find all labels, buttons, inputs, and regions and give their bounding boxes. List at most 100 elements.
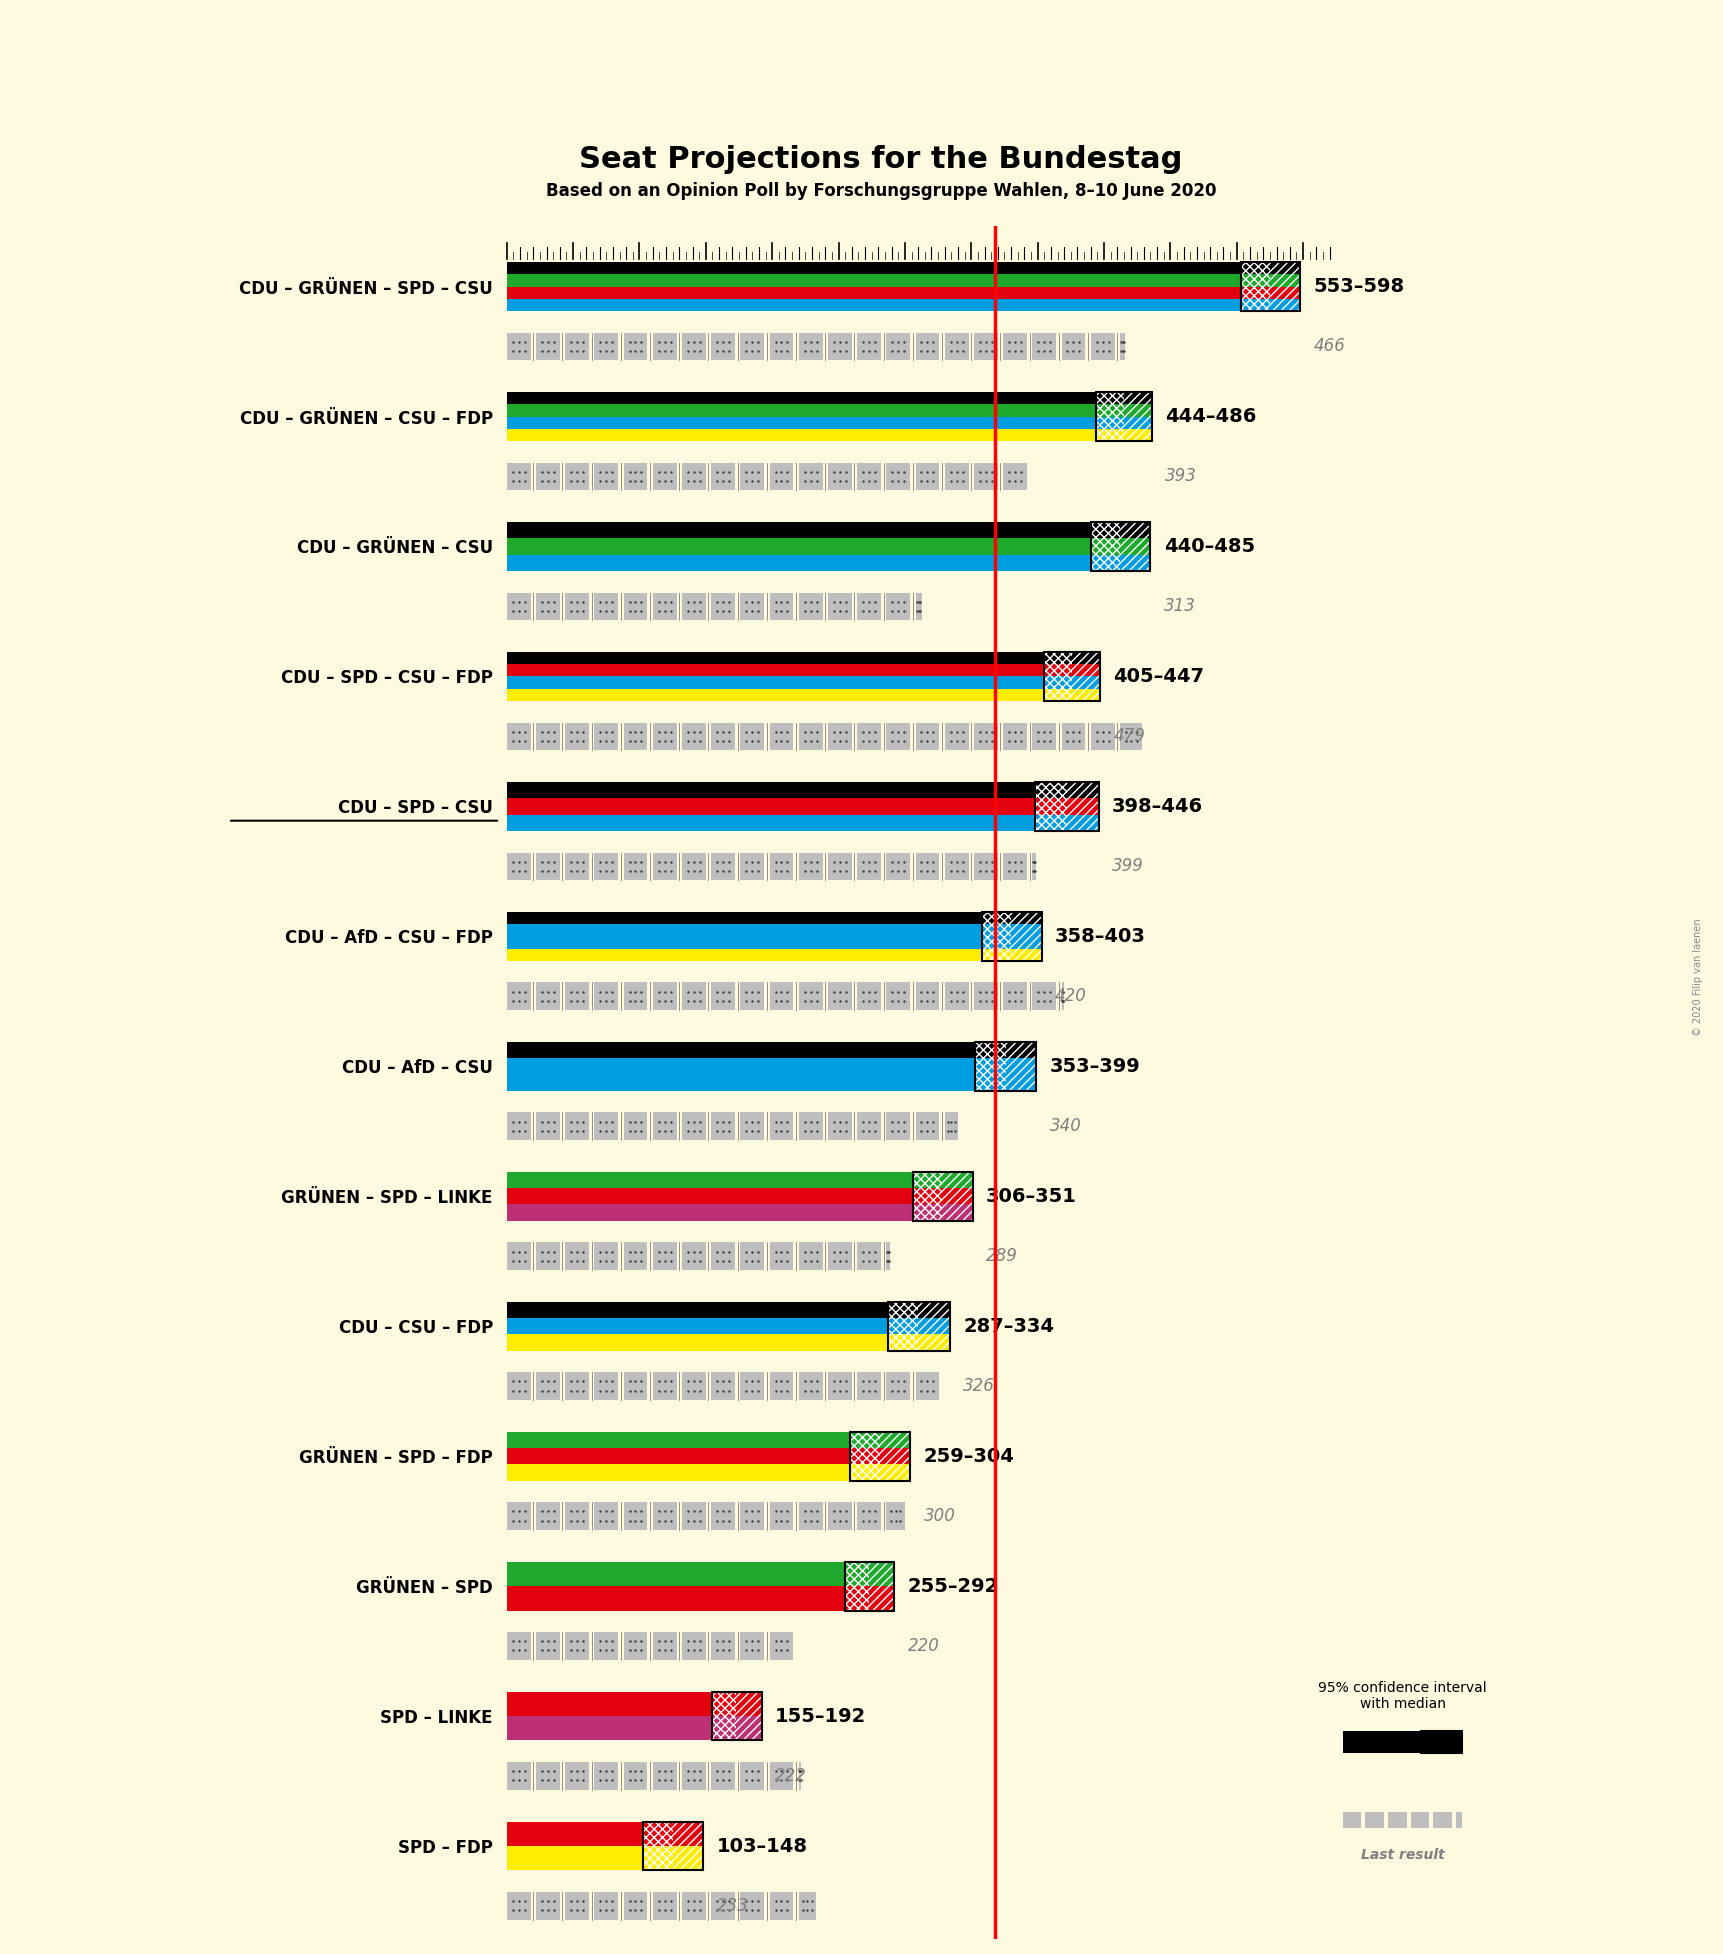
Bar (822, 1243, 827, 1270)
Bar (798, 1243, 822, 1270)
Bar (682, 852, 705, 879)
Bar (739, 1243, 763, 1270)
Bar (918, 1335, 949, 1350)
Bar (763, 983, 768, 1010)
Bar (880, 983, 886, 1010)
Bar (507, 428, 1123, 442)
Bar (648, 1112, 653, 1139)
Bar (886, 1112, 910, 1139)
Bar (734, 723, 739, 750)
Bar (648, 1503, 653, 1530)
Bar (653, 1243, 675, 1270)
Bar (560, 1243, 565, 1270)
Bar (763, 1112, 768, 1139)
Bar (705, 1632, 710, 1659)
Bar (624, 1503, 648, 1530)
Bar (827, 983, 851, 1010)
Bar (1072, 664, 1099, 676)
Bar (710, 1632, 734, 1659)
Bar (910, 332, 915, 360)
Bar (1096, 404, 1123, 416)
Bar (619, 1891, 624, 1919)
Bar (1056, 723, 1061, 750)
Bar (675, 1372, 682, 1399)
Bar (944, 852, 968, 879)
Bar (507, 1172, 941, 1188)
Bar (1420, 1731, 1461, 1753)
Bar (565, 592, 589, 619)
Bar (1067, 815, 1098, 830)
Bar (643, 1847, 672, 1870)
Bar (675, 1243, 682, 1270)
Bar (536, 723, 560, 750)
Bar (768, 852, 793, 879)
Bar (768, 1503, 793, 1530)
Bar (565, 1503, 589, 1530)
Bar (672, 1847, 703, 1870)
Bar (768, 723, 793, 750)
Bar (822, 852, 827, 879)
Bar (793, 463, 798, 490)
Bar (589, 1891, 594, 1919)
Bar (1096, 416, 1123, 428)
Bar (507, 1372, 531, 1399)
Bar (982, 913, 1010, 924)
Bar (507, 1464, 879, 1481)
Bar (887, 1319, 918, 1335)
Bar (768, 1112, 793, 1139)
Bar (822, 1503, 827, 1530)
Text: 233: 233 (717, 1897, 748, 1915)
Bar (822, 1112, 827, 1139)
Bar (653, 1372, 675, 1399)
Bar (560, 1632, 565, 1659)
Bar (507, 393, 1123, 404)
Bar (886, 723, 910, 750)
Bar (507, 1716, 736, 1741)
Bar (594, 1503, 619, 1530)
Bar (739, 1112, 763, 1139)
Bar (507, 416, 1123, 428)
Bar (941, 1172, 972, 1188)
Bar (851, 592, 856, 619)
Bar (939, 1112, 944, 1139)
Bar (705, 723, 710, 750)
Bar (1061, 983, 1063, 1010)
Bar (705, 1763, 710, 1790)
Bar (507, 676, 1072, 688)
Text: 340: 340 (1049, 1118, 1080, 1135)
Bar (648, 332, 653, 360)
Bar (856, 852, 880, 879)
Text: 440–485: 440–485 (1163, 537, 1254, 557)
Bar (1044, 688, 1072, 701)
Bar (998, 332, 1003, 360)
Bar (849, 1448, 879, 1464)
Bar (507, 555, 1120, 571)
Bar (1091, 539, 1120, 555)
Bar (682, 592, 705, 619)
Bar (594, 723, 619, 750)
Bar (1120, 539, 1149, 555)
Bar (793, 1372, 798, 1399)
Bar (827, 592, 851, 619)
Text: 287–334: 287–334 (963, 1317, 1054, 1337)
Bar (822, 723, 827, 750)
Bar (624, 983, 648, 1010)
Bar (507, 592, 531, 619)
Bar (973, 463, 998, 490)
Bar (624, 1372, 648, 1399)
Bar (705, 332, 710, 360)
Bar (594, 1112, 619, 1139)
Bar (565, 723, 589, 750)
Bar (939, 983, 944, 1010)
Bar (798, 1503, 822, 1530)
Bar (822, 332, 827, 360)
Bar (1010, 936, 1041, 948)
Bar (589, 1632, 594, 1659)
Bar (1010, 924, 1041, 936)
Bar (1241, 262, 1299, 311)
Bar (675, 1503, 682, 1530)
Bar (624, 723, 648, 750)
Bar (851, 852, 856, 879)
Bar (712, 1716, 736, 1741)
Bar (763, 1763, 768, 1790)
